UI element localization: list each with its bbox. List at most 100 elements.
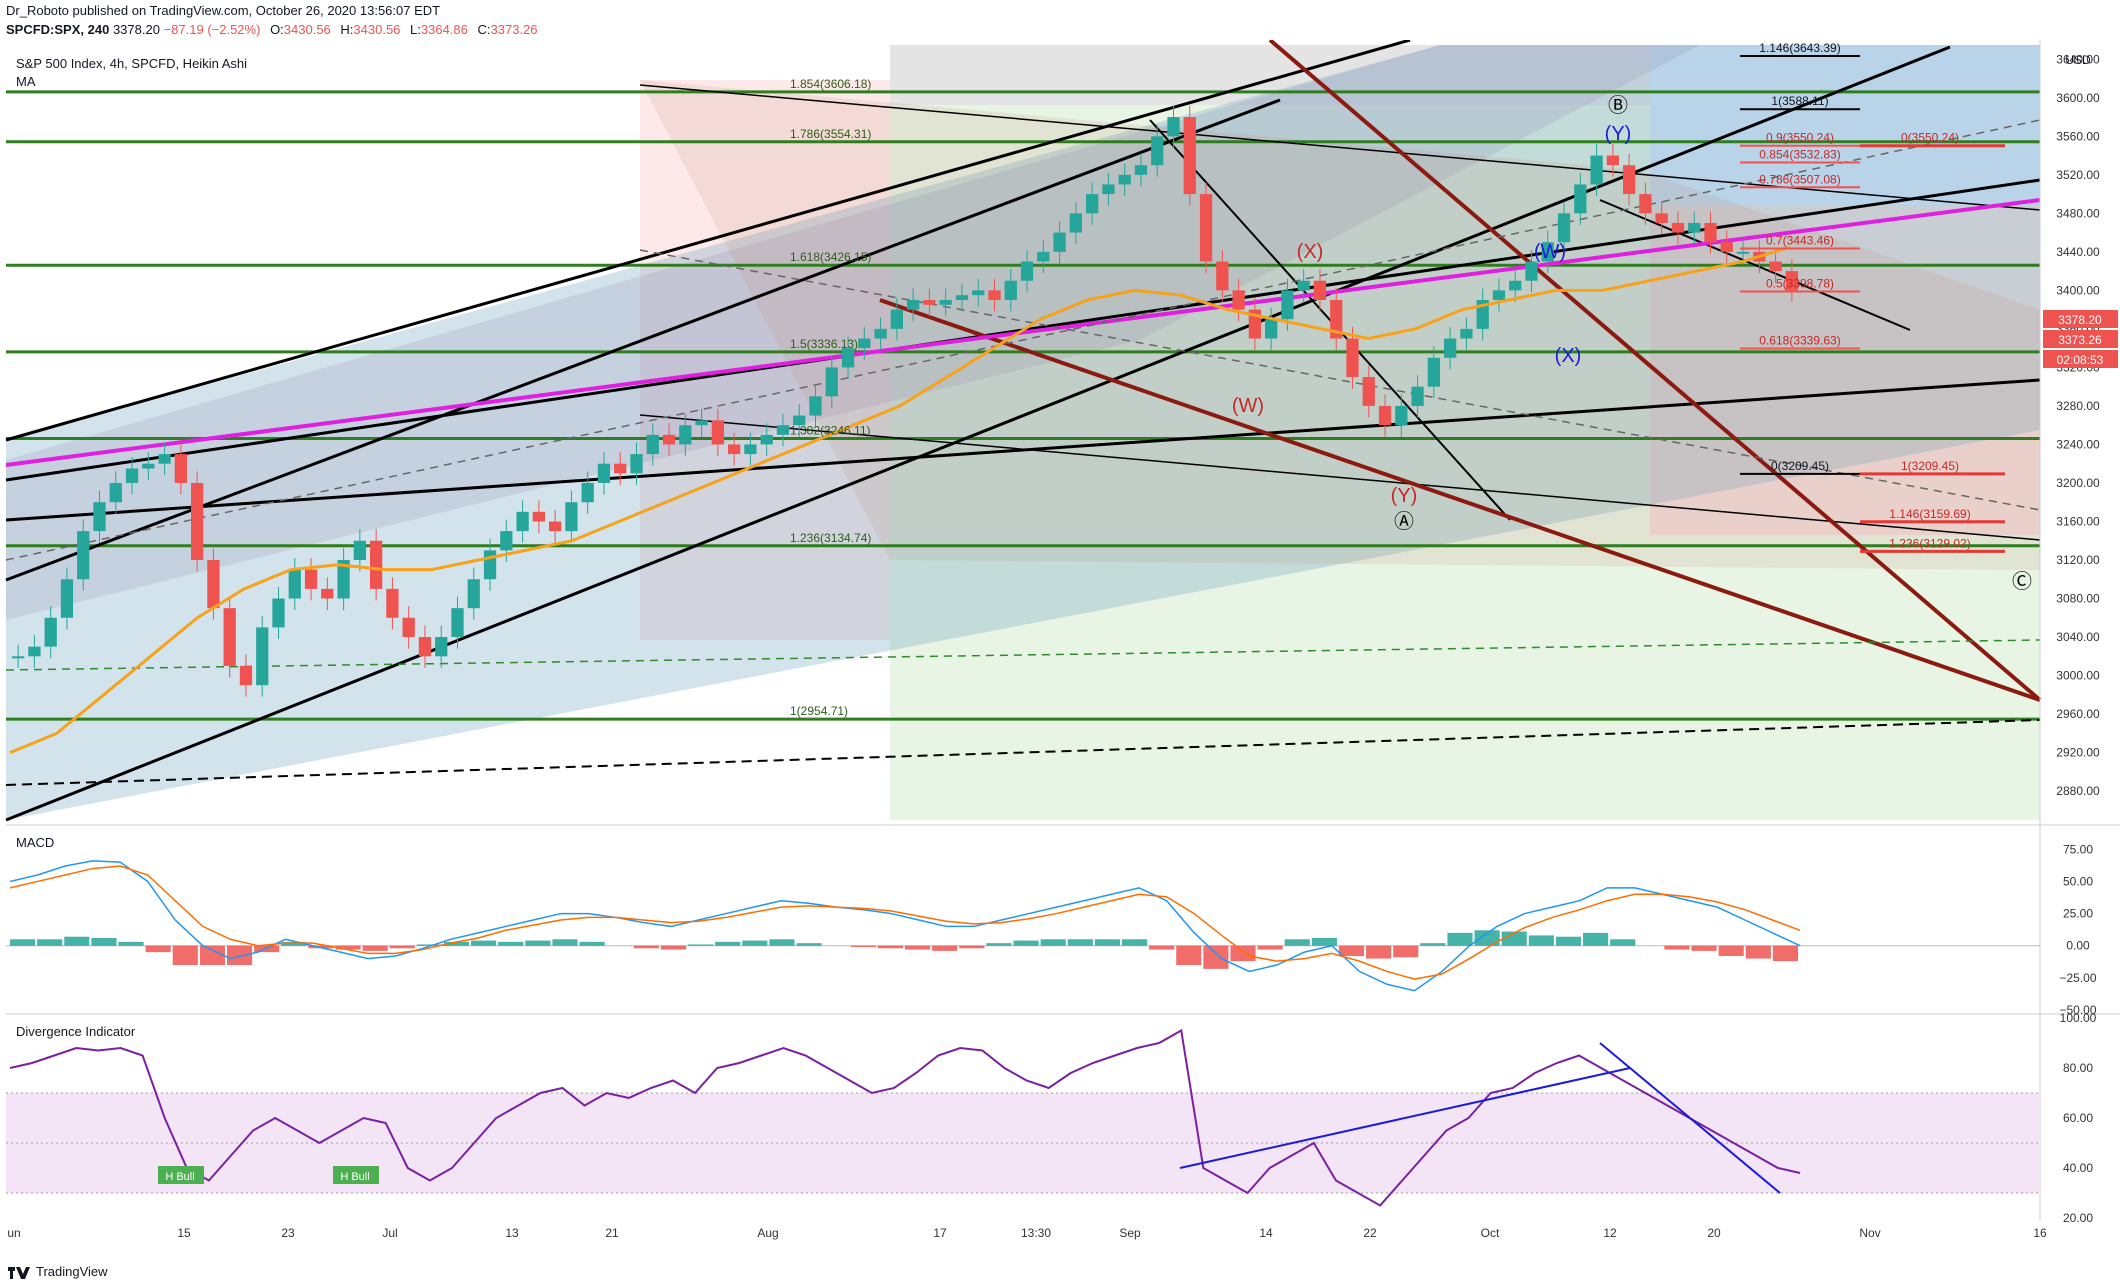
candle-body xyxy=(646,434,659,455)
price-axis-tick: 3200.00 xyxy=(2056,476,2100,490)
wave-label: (Y) xyxy=(1391,485,1418,507)
fib-red-label: 0(3550.24) xyxy=(1901,131,1959,145)
tradingview-logo-icon xyxy=(8,1266,30,1279)
divergence-line-bearish xyxy=(1599,1042,1781,1194)
upper-resistance-line xyxy=(639,84,2041,211)
h-bull-label: H Bull xyxy=(165,1171,194,1183)
candle-body xyxy=(890,309,903,329)
price-tag-bg xyxy=(2043,350,2118,368)
macd-histogram-bar xyxy=(1528,935,1554,946)
candle-body xyxy=(776,425,790,435)
candle-body xyxy=(1460,328,1473,339)
macd-histogram-bar xyxy=(1555,936,1582,946)
macd-axis-tick: 0.00 xyxy=(2066,939,2090,953)
macd-histogram-bar xyxy=(199,945,225,965)
macd-histogram-bar xyxy=(1474,930,1500,946)
wave-label: Ⓑ xyxy=(1608,94,1628,117)
candle-body xyxy=(174,454,187,483)
macd-histogram-bar xyxy=(552,939,578,946)
chart-area[interactable]: 1.854(3606.18) 1.786(3554.31) 1.618(3426.1… xyxy=(0,40,2120,1270)
publish-info: Dr_Roboto published on TradingView.com, … xyxy=(6,3,441,18)
time-axis-tick: un xyxy=(7,1226,20,1240)
signal-line xyxy=(9,865,1801,980)
candle-body xyxy=(972,290,985,296)
rsi-axis-tick: 20.00 xyxy=(2063,1211,2093,1225)
candle-body xyxy=(1525,261,1538,281)
price-change: −87.19 (−2.52%) xyxy=(163,22,261,37)
candle-body xyxy=(841,348,855,368)
fib-right-level-label: 0.7(3443.46) xyxy=(1766,234,1834,248)
fib-right-level-label: 0.786(3507.08) xyxy=(1759,172,1840,186)
candle-body xyxy=(1037,251,1050,262)
candle-body xyxy=(1606,155,1619,166)
macd-histogram-bar xyxy=(660,945,687,950)
candle-body xyxy=(125,468,139,483)
candle-body xyxy=(955,295,969,300)
fib-right-level-label: 0.854(3532.83) xyxy=(1759,147,1840,161)
time-axis-tick: 21 xyxy=(605,1226,619,1240)
chart-canvas[interactable]: 1.854(3606.18) 1.786(3554.31) 1.618(3426.1… xyxy=(0,40,2120,1270)
candle-body xyxy=(370,540,383,589)
candle-body xyxy=(662,434,676,445)
candle-body xyxy=(1509,280,1522,291)
macd-histogram-bar xyxy=(1094,939,1120,946)
candle-body xyxy=(1053,232,1066,252)
price-axis-tick: 3240.00 xyxy=(2056,437,2100,451)
candle-body xyxy=(1167,117,1180,137)
candle-body xyxy=(1313,280,1327,300)
open-value: 3430.56 xyxy=(283,22,331,37)
price-axis-tick: 3040.00 xyxy=(2056,630,2100,644)
macd-histogram-bar xyxy=(362,945,388,951)
price-axis-tick: 3160.00 xyxy=(2056,514,2100,528)
time-axis-tick: 14 xyxy=(1259,1226,1273,1240)
fib-right-level-label: 0.9(3550.24) xyxy=(1766,131,1834,145)
macd-histogram-bar xyxy=(905,945,931,950)
descent-line-a xyxy=(1149,119,1511,521)
candle-body xyxy=(272,598,285,628)
candle-body xyxy=(516,511,529,532)
candle-body xyxy=(630,454,643,474)
maroon-trend-line-upper xyxy=(1268,40,2042,702)
macd-histogram-bar xyxy=(1121,939,1148,946)
price-tag-bg xyxy=(2043,330,2118,348)
wave-label: Ⓐ xyxy=(1394,510,1414,533)
macd-histogram-bar xyxy=(1745,945,1771,959)
currency-label: USD xyxy=(2065,53,2091,67)
candle-body xyxy=(28,646,41,657)
open-label: O: xyxy=(270,22,284,37)
fib-zone-blue-bg xyxy=(1650,45,2040,205)
candle-body xyxy=(142,463,155,469)
macd-histogram-bar xyxy=(1284,939,1310,946)
macd-histogram-bar xyxy=(1718,945,1744,956)
price-axis-tick: 2880.00 xyxy=(2056,784,2100,798)
macd-histogram-bar xyxy=(1664,945,1690,950)
fib-left-label: 1.854(3606.18) xyxy=(790,77,871,91)
fib-red-label: 1(3209.45) xyxy=(1901,459,1959,473)
macd-histogram-bar xyxy=(877,945,903,949)
wave-label: (X) xyxy=(1297,241,1324,263)
macd-histogram-bar xyxy=(389,945,415,949)
fib-right-black-label: 0(3209.45) xyxy=(1771,459,1829,473)
channel-fill-blue xyxy=(6,45,2040,820)
symbol[interactable]: SPCFD:SPX, 240 xyxy=(6,22,110,37)
candle-body xyxy=(1102,184,1115,195)
candle-body xyxy=(288,569,301,599)
candle-body xyxy=(158,454,171,464)
candle-body xyxy=(1395,405,1408,426)
low-label: L: xyxy=(410,22,421,37)
macd-histogram-bar xyxy=(1501,931,1527,946)
dashed-base-line xyxy=(5,719,2041,786)
candle-body xyxy=(1216,261,1229,291)
candle-body xyxy=(1265,319,1278,339)
h-bull-label: H Bull xyxy=(340,1171,369,1183)
price-axis-tick: 3080.00 xyxy=(2056,592,2100,606)
macd-histogram-bar xyxy=(579,941,605,946)
macd-histogram-bar xyxy=(1176,945,1202,965)
candle-body xyxy=(825,367,838,397)
macd-histogram-bar xyxy=(633,945,659,949)
candle-body xyxy=(223,608,236,666)
wave-label: (X) xyxy=(1555,345,1582,367)
candle-body xyxy=(565,502,578,532)
candle-body xyxy=(1769,261,1782,272)
symbol-line: SPCFD:SPX, 240 3378.20 −87.19 (−2.52%) O… xyxy=(6,22,538,37)
